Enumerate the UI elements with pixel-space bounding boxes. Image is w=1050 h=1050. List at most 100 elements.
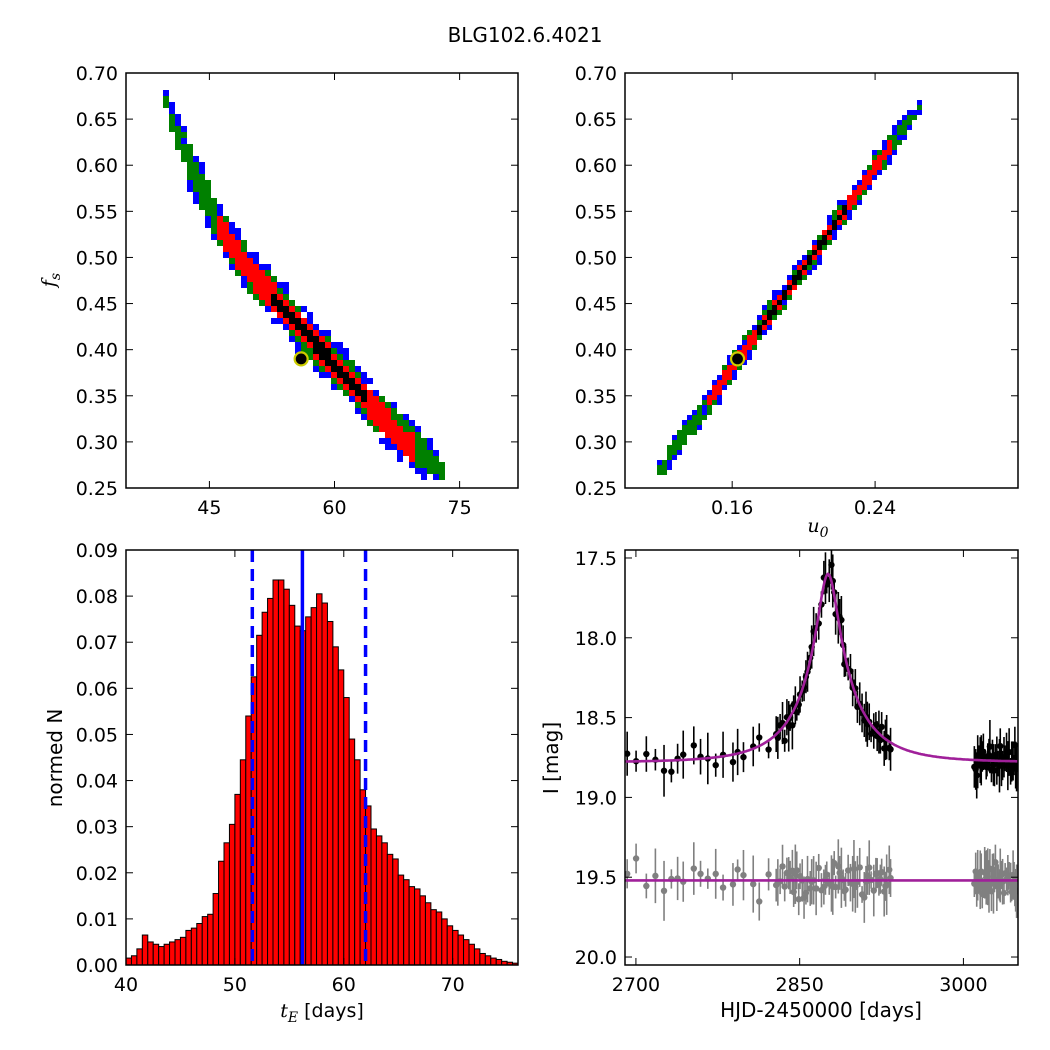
conf-2sigma-cell bbox=[822, 245, 827, 250]
conf-3sigma-cell bbox=[852, 185, 857, 190]
conf-best-cell bbox=[812, 250, 817, 255]
conf-1sigma-cell bbox=[355, 378, 361, 384]
conf-1sigma-cell bbox=[867, 170, 872, 175]
hist-bar bbox=[419, 895, 426, 966]
conf-2sigma-cell bbox=[229, 258, 235, 264]
conf-2sigma-cell bbox=[415, 456, 421, 462]
conf-3sigma-cell bbox=[857, 180, 862, 185]
conf-2sigma-cell bbox=[682, 430, 687, 435]
conf-best-cell bbox=[757, 325, 762, 330]
conf-3sigma-cell bbox=[672, 455, 677, 460]
conf-best-cell bbox=[307, 336, 313, 342]
x-tick-label: 2850 bbox=[775, 974, 823, 996]
hist-bar bbox=[283, 588, 290, 966]
x-tick-label: 75 bbox=[448, 497, 472, 519]
conf-2sigma-cell bbox=[205, 186, 211, 192]
lc-point bbox=[781, 737, 788, 744]
conf-1sigma-cell bbox=[397, 432, 403, 438]
conf-3sigma-cell bbox=[421, 474, 427, 480]
conf-3sigma-cell bbox=[797, 260, 802, 265]
y-tick-label: 0.09 bbox=[76, 540, 118, 562]
resid-point bbox=[756, 898, 763, 905]
conf-3sigma-cell bbox=[361, 414, 367, 420]
y-tick-label: 0.00 bbox=[76, 955, 118, 977]
hist-bar bbox=[207, 913, 214, 966]
conf-3sigma-cell bbox=[373, 390, 379, 396]
conf-3sigma-cell bbox=[367, 378, 373, 384]
conf-1sigma-cell bbox=[265, 276, 271, 282]
conf-1sigma-cell bbox=[295, 312, 301, 318]
conf-1sigma-cell bbox=[397, 438, 403, 444]
conf-3sigma-cell bbox=[277, 318, 283, 324]
conf-3sigma-cell bbox=[812, 265, 817, 270]
hist-bar bbox=[348, 738, 356, 966]
conf-best-cell bbox=[822, 235, 827, 240]
conf-3sigma-cell bbox=[897, 135, 902, 140]
conf-3sigma-cell bbox=[917, 100, 922, 105]
hist-bar bbox=[326, 620, 334, 966]
conf-3sigma-cell bbox=[421, 468, 427, 474]
conf-1sigma-cell bbox=[732, 365, 737, 370]
conf-3sigma-cell bbox=[229, 228, 235, 234]
conf-2sigma-cell bbox=[181, 144, 187, 150]
conf-3sigma-cell bbox=[391, 402, 397, 408]
conf-1sigma-cell bbox=[752, 330, 757, 335]
conf-3sigma-cell bbox=[325, 330, 331, 336]
y-tick-label: 0.07 bbox=[76, 632, 118, 654]
x-tick-label: 70 bbox=[441, 974, 465, 996]
conf-3sigma-cell bbox=[301, 306, 307, 312]
conf-2sigma-cell bbox=[872, 155, 877, 160]
conf-1sigma-cell bbox=[391, 438, 397, 444]
conf-1sigma-cell bbox=[361, 384, 367, 390]
best-fit-marker bbox=[293, 351, 309, 367]
conf-1sigma-cell bbox=[712, 390, 717, 395]
conf-best-cell bbox=[807, 255, 812, 260]
conf-best-cell bbox=[782, 295, 787, 300]
conf-2sigma-cell bbox=[682, 425, 687, 430]
conf-best-cell bbox=[319, 342, 325, 348]
conf-1sigma-cell bbox=[862, 185, 867, 190]
resid-point bbox=[812, 885, 820, 892]
conf-best-cell bbox=[271, 294, 277, 300]
conf-2sigma-cell bbox=[343, 390, 349, 396]
conf-1sigma-cell bbox=[313, 354, 319, 360]
conf-1sigma-cell bbox=[307, 342, 313, 348]
conf-3sigma-cell bbox=[409, 420, 415, 426]
conf-2sigma-cell bbox=[762, 310, 767, 315]
conf-2sigma-cell bbox=[907, 120, 912, 125]
conf-2sigma-cell bbox=[672, 440, 677, 445]
resid-point bbox=[719, 884, 727, 891]
hist-bar bbox=[386, 853, 394, 966]
conf-1sigma-cell bbox=[837, 220, 842, 225]
conf-1sigma-cell bbox=[373, 414, 379, 420]
lc-point bbox=[680, 751, 687, 758]
conf-best-cell bbox=[301, 324, 307, 330]
conf-3sigma-cell bbox=[427, 438, 433, 444]
lc-point bbox=[997, 742, 1004, 750]
conf-1sigma-cell bbox=[253, 276, 259, 282]
conf-1sigma-cell bbox=[727, 365, 732, 370]
conf-2sigma-cell bbox=[902, 120, 907, 125]
conf-1sigma-cell bbox=[887, 140, 892, 145]
conf-3sigma-cell bbox=[289, 336, 295, 342]
conf-2sigma-cell bbox=[421, 456, 427, 462]
conf-1sigma-cell bbox=[235, 252, 241, 258]
conf-1sigma-cell bbox=[391, 420, 397, 426]
conf-1sigma-cell bbox=[409, 444, 415, 450]
conf-2sigma-cell bbox=[697, 415, 702, 420]
conf-3sigma-cell bbox=[907, 125, 912, 130]
conf-best-cell bbox=[767, 315, 772, 320]
conf-3sigma-cell bbox=[247, 252, 253, 258]
resid-point bbox=[779, 863, 786, 870]
conf-2sigma-cell bbox=[427, 462, 433, 468]
conf-3sigma-cell bbox=[812, 240, 817, 245]
conf-3sigma-cell bbox=[717, 400, 722, 405]
conf-3sigma-cell bbox=[433, 450, 439, 456]
conf-3sigma-cell bbox=[235, 228, 241, 234]
resid-point bbox=[729, 881, 737, 888]
conf-3sigma-cell bbox=[742, 340, 747, 345]
hist-bar bbox=[288, 604, 296, 966]
conf-2sigma-cell bbox=[427, 468, 433, 474]
conf-2sigma-cell bbox=[677, 440, 682, 445]
hist-bar bbox=[332, 646, 339, 966]
